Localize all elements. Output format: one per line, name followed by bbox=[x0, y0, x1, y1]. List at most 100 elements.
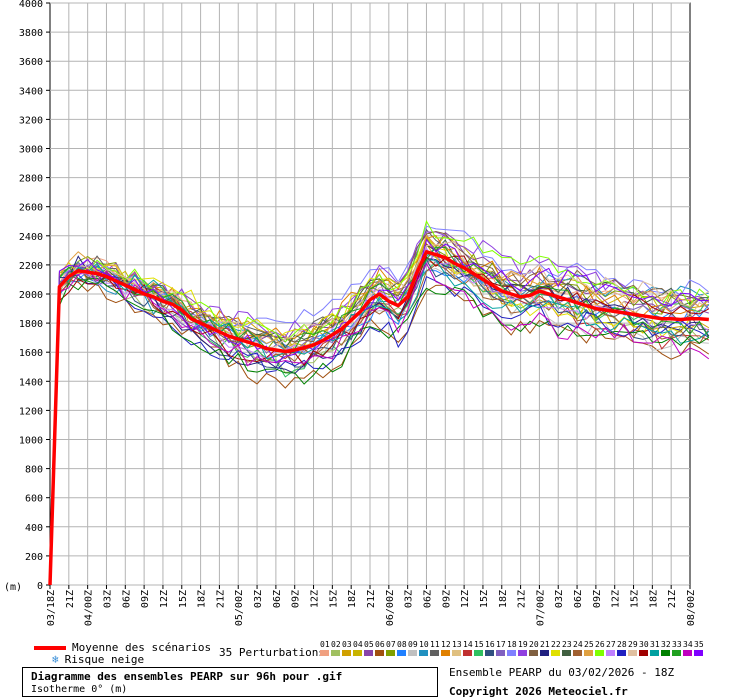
y-tick-label: 2600 bbox=[19, 203, 43, 214]
y-tick-label: 2200 bbox=[19, 261, 43, 272]
swatch-number-35: 35 bbox=[694, 640, 704, 649]
swatch-number-14: 14 bbox=[463, 640, 473, 649]
swatch-color-05 bbox=[364, 650, 373, 656]
swatch-color-26 bbox=[595, 650, 604, 656]
x-tick-label: 06Z bbox=[121, 590, 132, 608]
swatch-color-35 bbox=[694, 650, 703, 656]
perturbation-line-28 bbox=[49, 273, 710, 586]
perturbation-line-06 bbox=[49, 278, 710, 586]
swatch-color-23 bbox=[562, 650, 571, 656]
swatch-color-12 bbox=[441, 650, 450, 656]
swatch-number-06: 06 bbox=[375, 640, 385, 649]
swatch-number-12: 12 bbox=[441, 640, 451, 649]
swatch-number-15: 15 bbox=[474, 640, 484, 649]
y-tick-label: 3600 bbox=[19, 57, 43, 68]
swatch-number-21: 21 bbox=[540, 640, 550, 649]
x-tick-label: 06Z bbox=[422, 590, 433, 608]
swatch-number-03: 03 bbox=[342, 640, 352, 649]
y-tick-label: 1400 bbox=[19, 377, 43, 388]
y-tick-label: 3000 bbox=[19, 145, 43, 156]
x-tick-label: 12Z bbox=[159, 590, 170, 608]
x-tick-label: 07/00Z bbox=[535, 590, 546, 626]
chart-title: Diagramme des ensembles PEARP sur 96h po… bbox=[31, 670, 343, 683]
swatch-color-28 bbox=[617, 650, 626, 656]
x-tick-label: 03Z bbox=[102, 590, 113, 608]
swatch-color-14 bbox=[463, 650, 472, 656]
perturbation-line-31 bbox=[49, 259, 710, 586]
y-axis-ticks: 0 200 400 600 800 1000 1200 1400 1600 1800 2000 220… bbox=[19, 0, 43, 592]
swatch-number-11: 11 bbox=[430, 640, 440, 649]
y-tick-label: 3200 bbox=[19, 115, 43, 126]
copyright: Copyright 2026 Meteociel.fr bbox=[449, 685, 628, 698]
y-tick-label: 3800 bbox=[19, 28, 43, 39]
swatch-color-04 bbox=[353, 650, 362, 656]
swatch-color-27 bbox=[606, 650, 615, 656]
swatch-color-07 bbox=[386, 650, 395, 656]
mean-legend-swatch bbox=[34, 646, 66, 650]
swatch-color-13 bbox=[452, 650, 461, 656]
y-tick-label: 1600 bbox=[19, 348, 43, 359]
x-tick-label: 12Z bbox=[310, 590, 321, 608]
x-tick-label: 09Z bbox=[291, 590, 302, 608]
swatch-color-29 bbox=[628, 650, 637, 656]
swatch-number-23: 23 bbox=[562, 640, 572, 649]
x-tick-label: 04/00Z bbox=[84, 590, 95, 626]
chart-subtitle: Isotherme 0° (m) bbox=[31, 684, 128, 695]
swatch-color-24 bbox=[573, 650, 582, 656]
swatch-number-34: 34 bbox=[683, 640, 693, 649]
perturbations-label: 35 Perturbations bbox=[219, 646, 325, 659]
x-tick-label: 18Z bbox=[347, 590, 358, 608]
swatch-number-05: 05 bbox=[364, 640, 374, 649]
y-unit-label: (m) bbox=[4, 582, 22, 593]
swatch-color-11 bbox=[430, 650, 439, 656]
x-axis-ticks: 03/18Z 21Z 04/00Z 03Z 06Z 09Z 12Z 15Z 18Z 21Z 05/0… bbox=[46, 590, 697, 626]
y-tick-label: 800 bbox=[25, 465, 43, 476]
x-tick-label: 06Z bbox=[573, 590, 584, 608]
perturbation-line-24 bbox=[49, 264, 710, 586]
x-tick-label: 15Z bbox=[178, 590, 189, 608]
swatch-color-16 bbox=[485, 650, 494, 656]
x-tick-label: 15Z bbox=[479, 590, 490, 608]
perturbation-line-35 bbox=[49, 238, 709, 586]
swatch-color-15 bbox=[474, 650, 483, 656]
swatch-color-33 bbox=[672, 650, 681, 656]
swatch-number-13: 13 bbox=[452, 640, 462, 649]
swatch-number-31: 31 bbox=[650, 640, 660, 649]
perturbation-lines bbox=[49, 219, 710, 586]
perturbation-line-25 bbox=[49, 234, 710, 586]
perturbation-line-22 bbox=[49, 234, 709, 586]
mean-line bbox=[48, 250, 709, 586]
x-tick-label: 08/00Z bbox=[686, 590, 697, 626]
x-tick-label: 09Z bbox=[592, 590, 603, 608]
swatch-number-28: 28 bbox=[617, 640, 627, 649]
swatch-number-07: 07 bbox=[386, 640, 396, 649]
swatch-number-25: 25 bbox=[584, 640, 594, 649]
swatch-number-16: 16 bbox=[485, 640, 495, 649]
x-tick-label: 18Z bbox=[197, 590, 208, 608]
x-tick-label: 18Z bbox=[648, 590, 659, 608]
x-tick-label: 15Z bbox=[630, 590, 641, 608]
mean-line-layer bbox=[48, 250, 709, 586]
x-tick-label: 03Z bbox=[404, 590, 415, 608]
swatch-color-18 bbox=[507, 650, 516, 656]
swatch-number-22: 22 bbox=[551, 640, 561, 649]
swatch-number-08: 08 bbox=[397, 640, 407, 649]
swatch-color-06 bbox=[375, 650, 384, 656]
swatch-color-09 bbox=[408, 650, 417, 656]
x-tick-label: 12Z bbox=[611, 590, 622, 608]
swatch-color-34 bbox=[683, 650, 692, 656]
perturbation-line-08 bbox=[49, 263, 710, 586]
swatch-color-31 bbox=[650, 650, 659, 656]
x-tick-label: 21Z bbox=[65, 590, 76, 608]
snow-legend-label: Risque neige bbox=[64, 653, 145, 666]
x-tick-label: 03Z bbox=[554, 590, 565, 608]
y-tick-label: 2400 bbox=[19, 232, 43, 243]
perturbation-line-34 bbox=[49, 262, 710, 586]
x-tick-label: 03/18Z bbox=[46, 590, 57, 626]
swatch-number-01: 01 bbox=[320, 640, 330, 649]
x-tick-label: 15Z bbox=[328, 590, 339, 608]
snowflake-icon: ❄ bbox=[52, 653, 59, 666]
swatch-number-19: 19 bbox=[518, 640, 528, 649]
swatch-color-08 bbox=[397, 650, 406, 656]
swatch-number-33: 33 bbox=[672, 640, 682, 649]
